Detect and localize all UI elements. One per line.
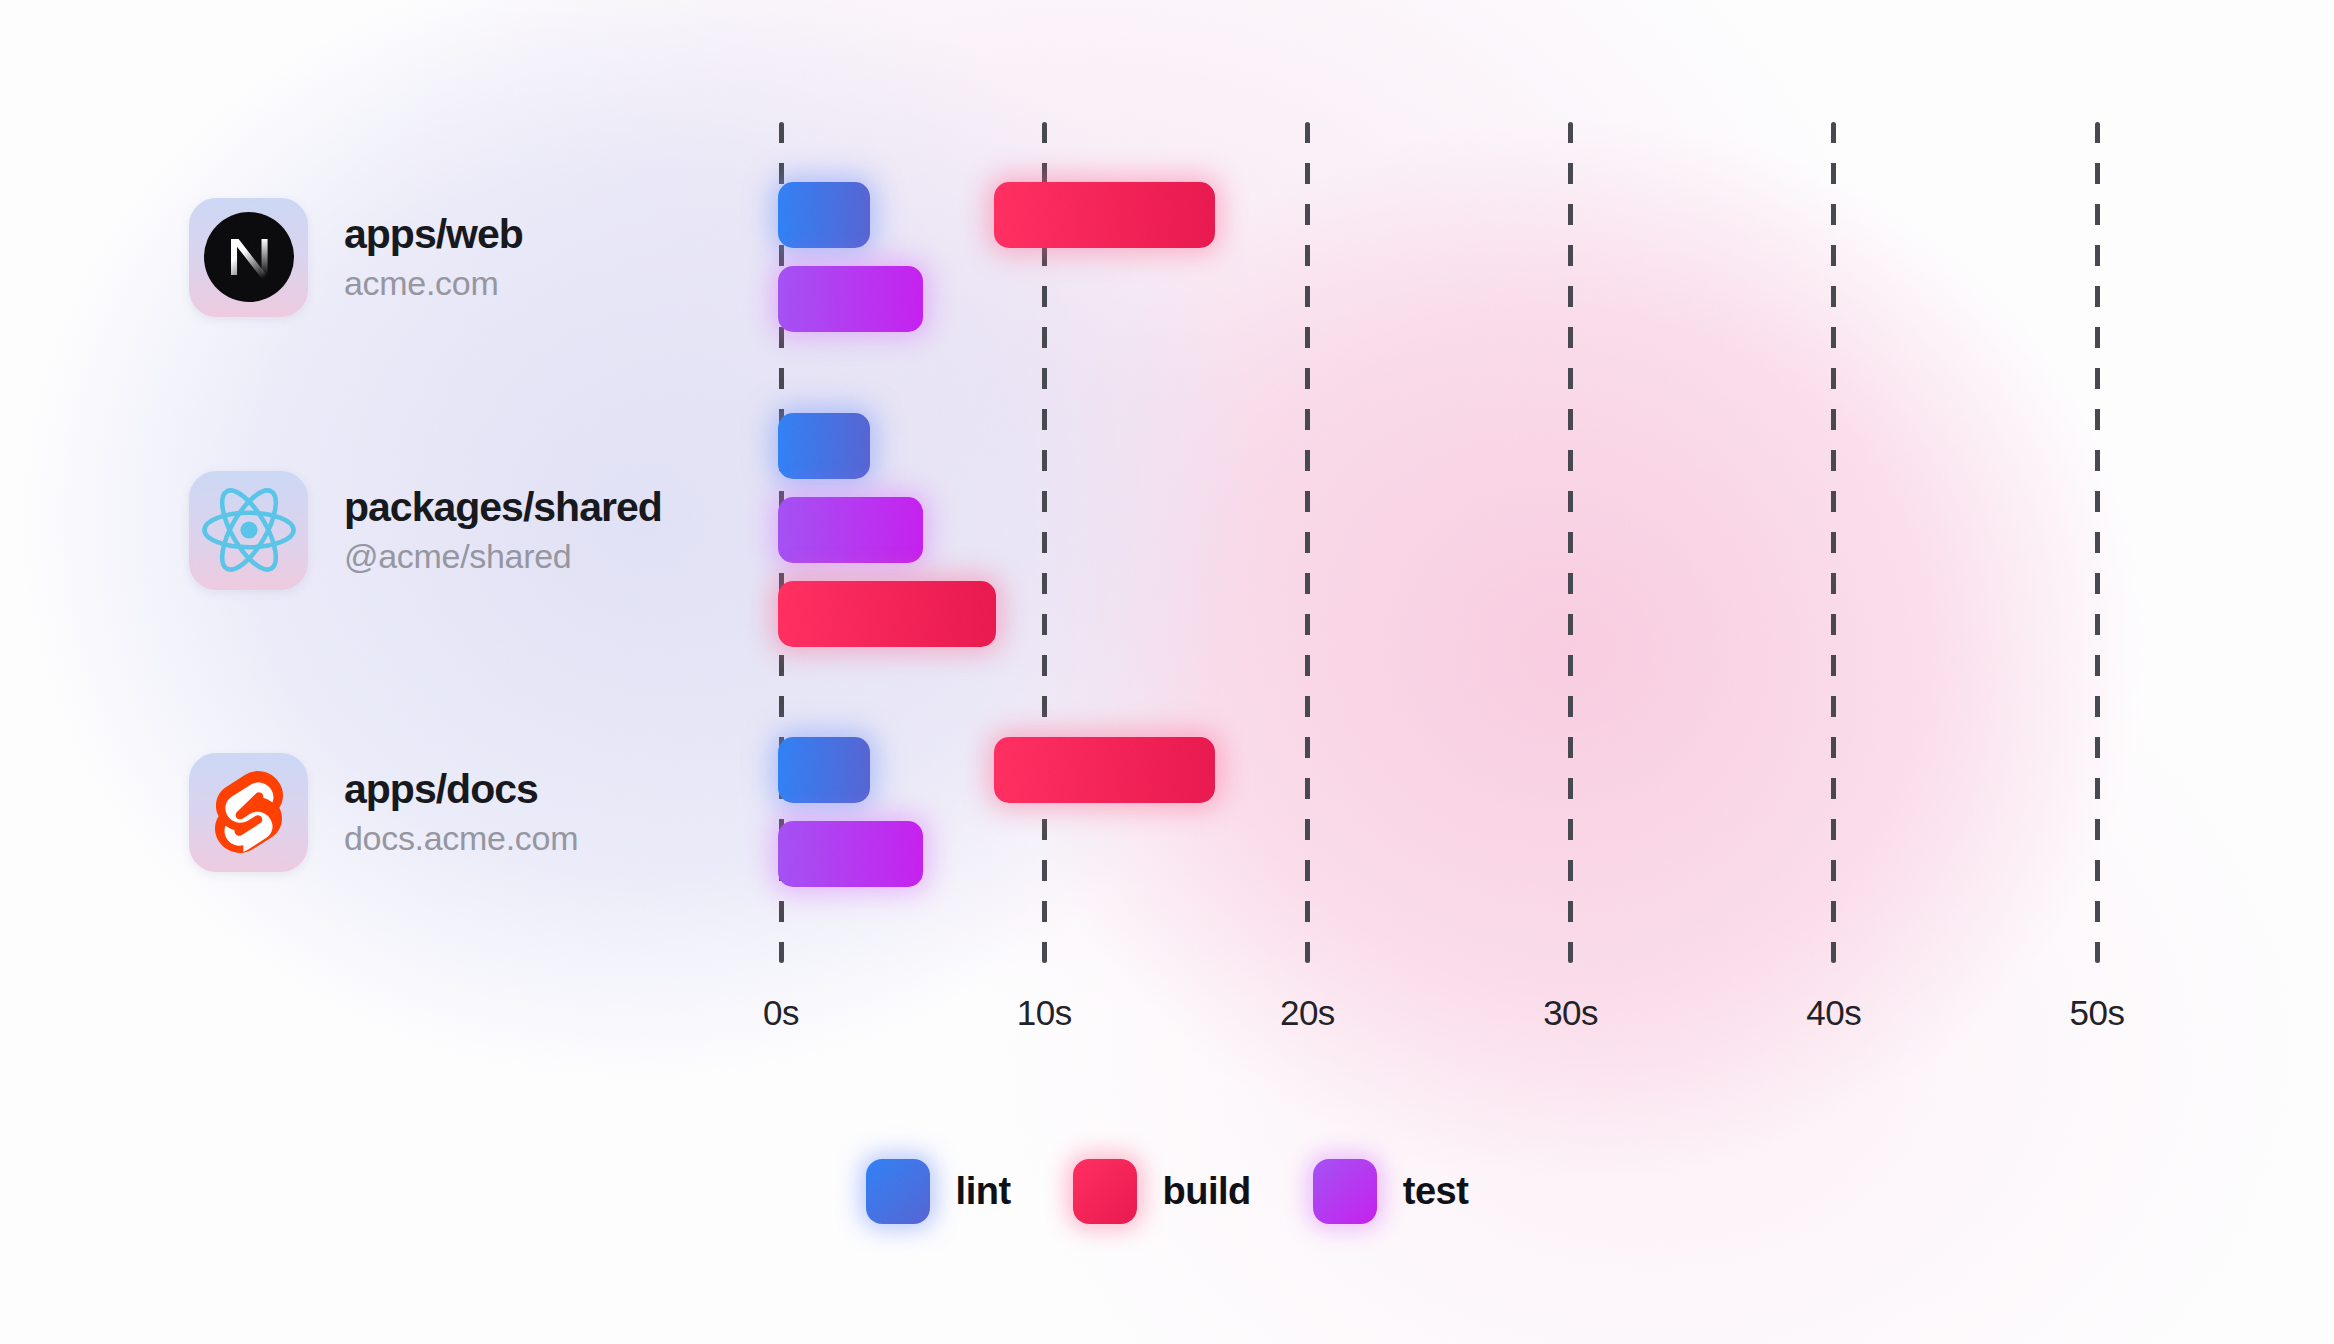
gridline-20s <box>1305 122 1310 963</box>
gridline-30s <box>1568 122 1573 963</box>
task-bar-test <box>778 821 923 887</box>
gridline-40s <box>1831 122 1836 963</box>
task-bar-build <box>994 737 1215 803</box>
legend-swatch-lint <box>866 1159 930 1224</box>
package-subtitle: docs.acme.com <box>344 820 578 857</box>
tick-label-40s: 40s <box>1754 993 1914 1033</box>
legend-item-lint: lint <box>866 1159 1011 1224</box>
package-title: packages/shared <box>344 485 662 531</box>
legend-label-lint: lint <box>956 1170 1011 1213</box>
legend-item-test: test <box>1313 1159 1469 1224</box>
tick-label-0s: 0s <box>701 993 861 1033</box>
task-bar-lint <box>778 182 870 248</box>
task-bar-build <box>994 182 1215 248</box>
legend-label-build: build <box>1163 1170 1251 1213</box>
task-bar-lint <box>778 413 870 479</box>
task-bar-lint <box>778 737 870 803</box>
package-title: apps/web <box>344 212 523 258</box>
nextjs-icon <box>189 198 308 317</box>
tick-label-10s: 10s <box>964 993 1124 1033</box>
react-logo <box>202 487 296 573</box>
legend-swatch-build <box>1073 1159 1137 1224</box>
tick-label-20s: 20s <box>1227 993 1387 1033</box>
tick-label-30s: 30s <box>1491 993 1651 1033</box>
nextjs-logo <box>204 212 294 302</box>
legend-label-test: test <box>1403 1170 1469 1213</box>
package-title: apps/docs <box>344 767 578 813</box>
task-bar-test <box>778 497 923 563</box>
task-bar-test <box>778 266 923 332</box>
gridline-10s <box>1042 122 1047 963</box>
svelte-icon <box>189 753 308 872</box>
svelte-logo <box>215 771 283 853</box>
task-bar-build <box>778 581 996 647</box>
react-icon <box>189 471 308 590</box>
legend: lint build test <box>0 1126 2334 1256</box>
package-subtitle: acme.com <box>344 265 523 302</box>
gridline-50s <box>2095 122 2100 963</box>
package-subtitle: @acme/shared <box>344 538 662 575</box>
tick-label-50s: 50s <box>2017 993 2177 1033</box>
legend-swatch-test <box>1313 1159 1377 1224</box>
legend-item-build: build <box>1073 1159 1251 1224</box>
